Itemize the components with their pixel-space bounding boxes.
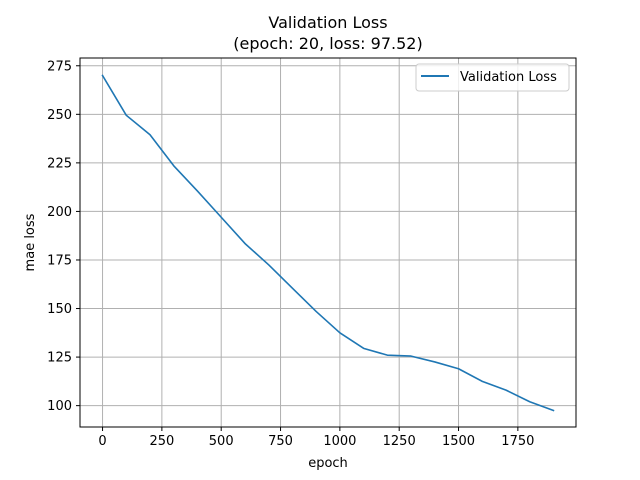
y-tick-label: 175	[47, 253, 72, 268]
axis-ticks: 0 250 500 750 1000 1250 1500 1750 100 125 150 175 20…	[47, 59, 534, 449]
y-tick-label: 150	[47, 302, 72, 317]
legend: Validation Loss	[415, 63, 570, 92]
y-tick-label: 225	[47, 156, 72, 171]
chart-title: Validation Loss	[268, 13, 387, 32]
x-tick-label: 0	[98, 434, 106, 449]
y-tick-label: 100	[47, 399, 72, 414]
y-tick-label: 200	[47, 205, 72, 220]
series-line-validation-loss	[101, 74, 555, 412]
y-tick-label: 250	[47, 108, 72, 123]
y-tick-label: 125	[47, 351, 72, 366]
x-tick-label: 1000	[323, 434, 356, 449]
chart-subtitle: (epoch: 20, loss: 97.52)	[233, 34, 422, 53]
x-axis-label: epoch	[308, 456, 348, 471]
x-tick-label: 1500	[442, 434, 475, 449]
x-tick-label: 750	[268, 434, 293, 449]
x-tick-label: 250	[149, 434, 174, 449]
x-tick-label: 500	[209, 434, 234, 449]
x-tick-label: 1250	[383, 434, 416, 449]
y-tick-label: 275	[47, 59, 72, 74]
grid	[80, 58, 576, 427]
legend-label-validation-loss: Validation Loss	[460, 70, 557, 85]
y-axis-label: mae loss	[23, 213, 38, 271]
series-layer	[101, 74, 555, 412]
legend-box	[415, 63, 570, 92]
plot-area-frame	[79, 57, 577, 428]
x-tick-label: 1750	[501, 434, 534, 449]
